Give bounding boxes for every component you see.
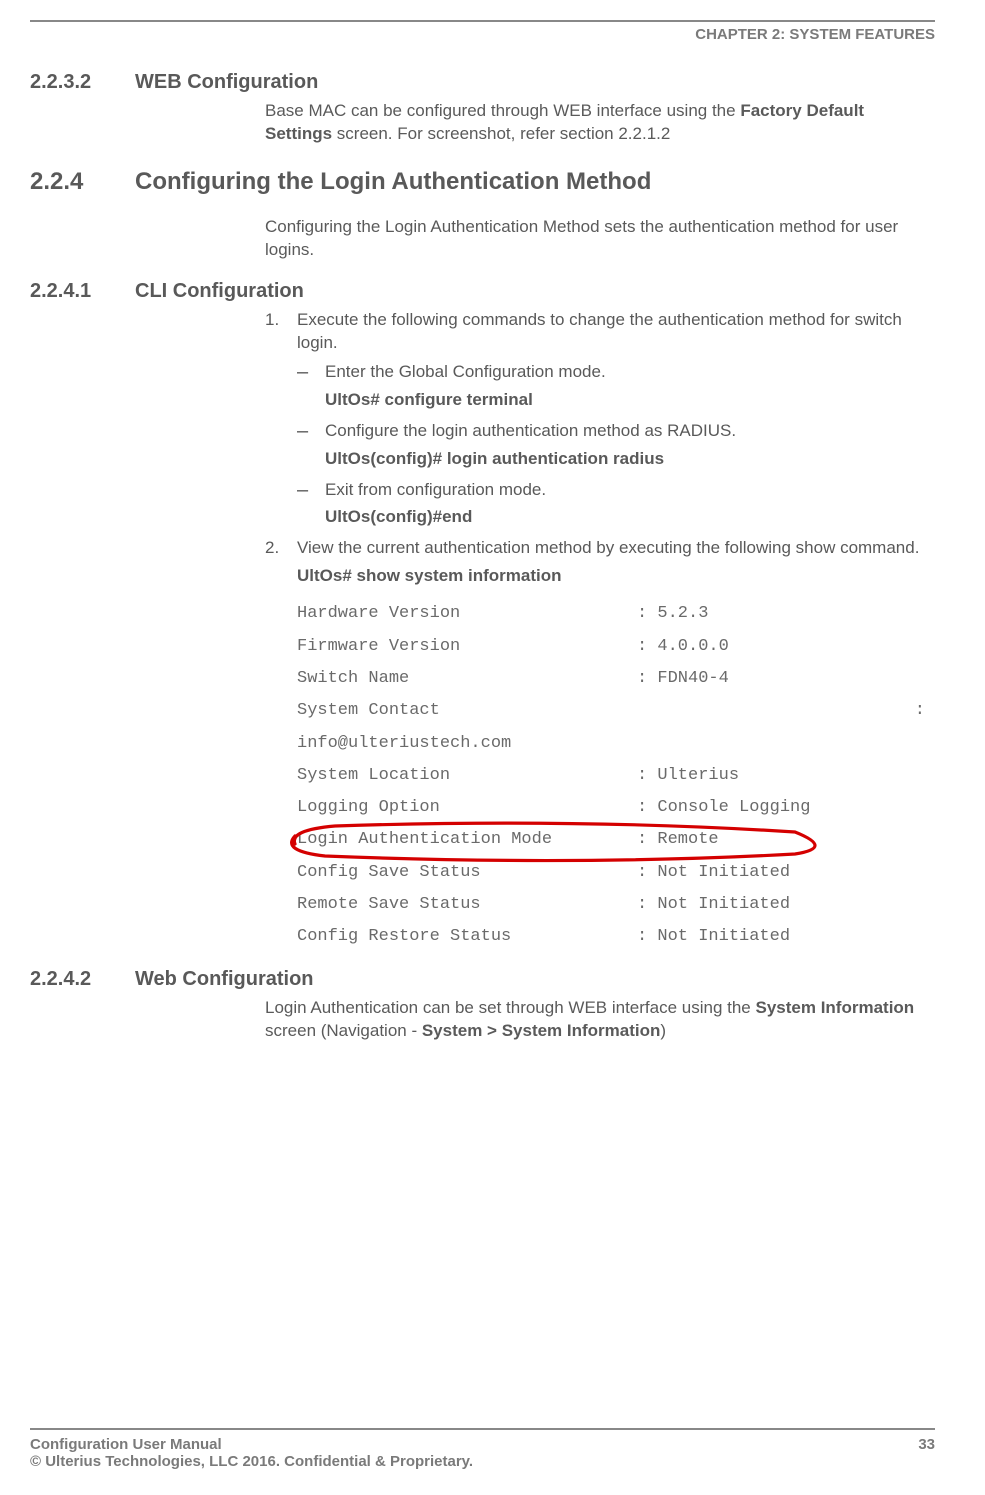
heading-title: Configuring the Login Authentication Met… <box>135 168 651 196</box>
output-row: Login Authentication Mode: Remote <box>297 824 925 856</box>
heading-title: CLI Configuration <box>135 280 304 303</box>
output-label: Firmware Version <box>297 631 637 663</box>
heading-title: WEB Configuration <box>135 71 318 94</box>
heading-num: 2.2.3.2 <box>30 71 135 94</box>
sublist-text: Exit from configuration mode. <box>325 479 935 502</box>
heading-2242: 2.2.4.2 Web Configuration <box>30 968 935 991</box>
output-row: System Location: Ulterius <box>297 760 925 792</box>
dash-icon: – <box>297 420 325 443</box>
output-label: System Contact <box>297 695 440 727</box>
output-value: : Not Initiated <box>637 921 925 953</box>
output-row: Firmware Version: 4.0.0.0 <box>297 631 925 663</box>
output-label: System Location <box>297 760 637 792</box>
list-num: 1. <box>265 309 297 355</box>
list-num: 2. <box>265 537 297 560</box>
text: ) <box>660 1021 666 1040</box>
text: screen. For screenshot, refer section 2.… <box>332 124 670 143</box>
sublist-text: Configure the login authentication metho… <box>325 420 935 443</box>
output-row: Hardware Version: 5.2.3 <box>297 598 925 630</box>
list-item: 2. View the current authentication metho… <box>265 537 935 560</box>
output-row: Config Save Status: Not Initiated <box>297 857 925 889</box>
output-label: Remote Save Status <box>297 889 637 921</box>
output-label: Login Authentication Mode <box>297 824 637 856</box>
output-row: Logging Option: Console Logging <box>297 792 925 824</box>
output-label: Hardware Version <box>297 598 637 630</box>
cli-command: UltOs# configure terminal <box>325 390 935 410</box>
body-224: Configuring the Login Authentication Met… <box>265 216 935 262</box>
text: Login Authentication can be set through … <box>265 998 756 1017</box>
body-2232: Base MAC can be configured through WEB i… <box>265 100 935 146</box>
footer-copyright: © Ulterius Technologies, LLC 2016. Confi… <box>30 1453 473 1470</box>
output-value: : Remote <box>637 824 925 856</box>
sublist-item: – Enter the Global Configuration mode. <box>297 361 935 384</box>
footer: Configuration User Manual © Ulterius Tec… <box>30 1428 935 1470</box>
output-value: : Not Initiated <box>637 857 925 889</box>
footer-page-number: 33 <box>918 1436 935 1470</box>
dash-icon: – <box>297 361 325 384</box>
chapter-header: CHAPTER 2: SYSTEM FEATURES <box>30 20 935 43</box>
list-text: Execute the following commands to change… <box>297 309 935 355</box>
heading-title: Web Configuration <box>135 968 314 991</box>
output-value: : 5.2.3 <box>637 598 925 630</box>
text: Base MAC can be configured through WEB i… <box>265 101 740 120</box>
output-label: Config Save Status <box>297 857 637 889</box>
cli-command: UltOs# show system information <box>297 566 935 586</box>
footer-left: Configuration User Manual © Ulterius Tec… <box>30 1436 473 1470</box>
heading-num: 2.2.4.2 <box>30 968 135 991</box>
heading-num: 2.2.4.1 <box>30 280 135 303</box>
output-row: System Contact: <box>297 695 925 727</box>
text-bold: System Information <box>756 998 915 1017</box>
cli-command: UltOs(config)#end <box>325 507 935 527</box>
heading-num: 2.2.4 <box>30 168 135 196</box>
output-value: : Console Logging <box>637 792 925 824</box>
output-label: Config Restore Status <box>297 921 637 953</box>
cli-command: UltOs(config)# login authentication radi… <box>325 449 935 469</box>
page: CHAPTER 2: SYSTEM FEATURES 2.2.3.2 WEB C… <box>0 0 985 1495</box>
footer-title: Configuration User Manual <box>30 1436 473 1453</box>
dash-icon: – <box>297 479 325 502</box>
list-text: View the current authentication method b… <box>297 537 935 560</box>
text: screen (Navigation - <box>265 1021 422 1040</box>
output-row: Switch Name: FDN40-4 <box>297 663 925 695</box>
output-value: : FDN40-4 <box>637 663 925 695</box>
system-info-output: Hardware Version: 5.2.3Firmware Version:… <box>297 598 925 953</box>
heading-2232: 2.2.3.2 WEB Configuration <box>30 71 935 94</box>
output-colon: : <box>915 695 925 727</box>
output-row: info@ulteriustech.com <box>297 728 925 760</box>
output-label: Logging Option <box>297 792 637 824</box>
output-value: : 4.0.0.0 <box>637 631 925 663</box>
sublist-item: – Configure the login authentication met… <box>297 420 935 443</box>
text-bold: System > System Information <box>422 1021 661 1040</box>
heading-2241: 2.2.4.1 CLI Configuration <box>30 280 935 303</box>
list-item: 1. Execute the following commands to cha… <box>265 309 935 355</box>
sublist-item: – Exit from configuration mode. <box>297 479 935 502</box>
output-row: Remote Save Status: Not Initiated <box>297 889 925 921</box>
output-row: Config Restore Status: Not Initiated <box>297 921 925 953</box>
body-2242: Login Authentication can be set through … <box>265 997 935 1043</box>
output-value: : Ulterius <box>637 760 925 792</box>
output-value: : Not Initiated <box>637 889 925 921</box>
output-label: Switch Name <box>297 663 637 695</box>
sublist-text: Enter the Global Configuration mode. <box>325 361 935 384</box>
heading-224: 2.2.4 Configuring the Login Authenticati… <box>30 168 935 196</box>
